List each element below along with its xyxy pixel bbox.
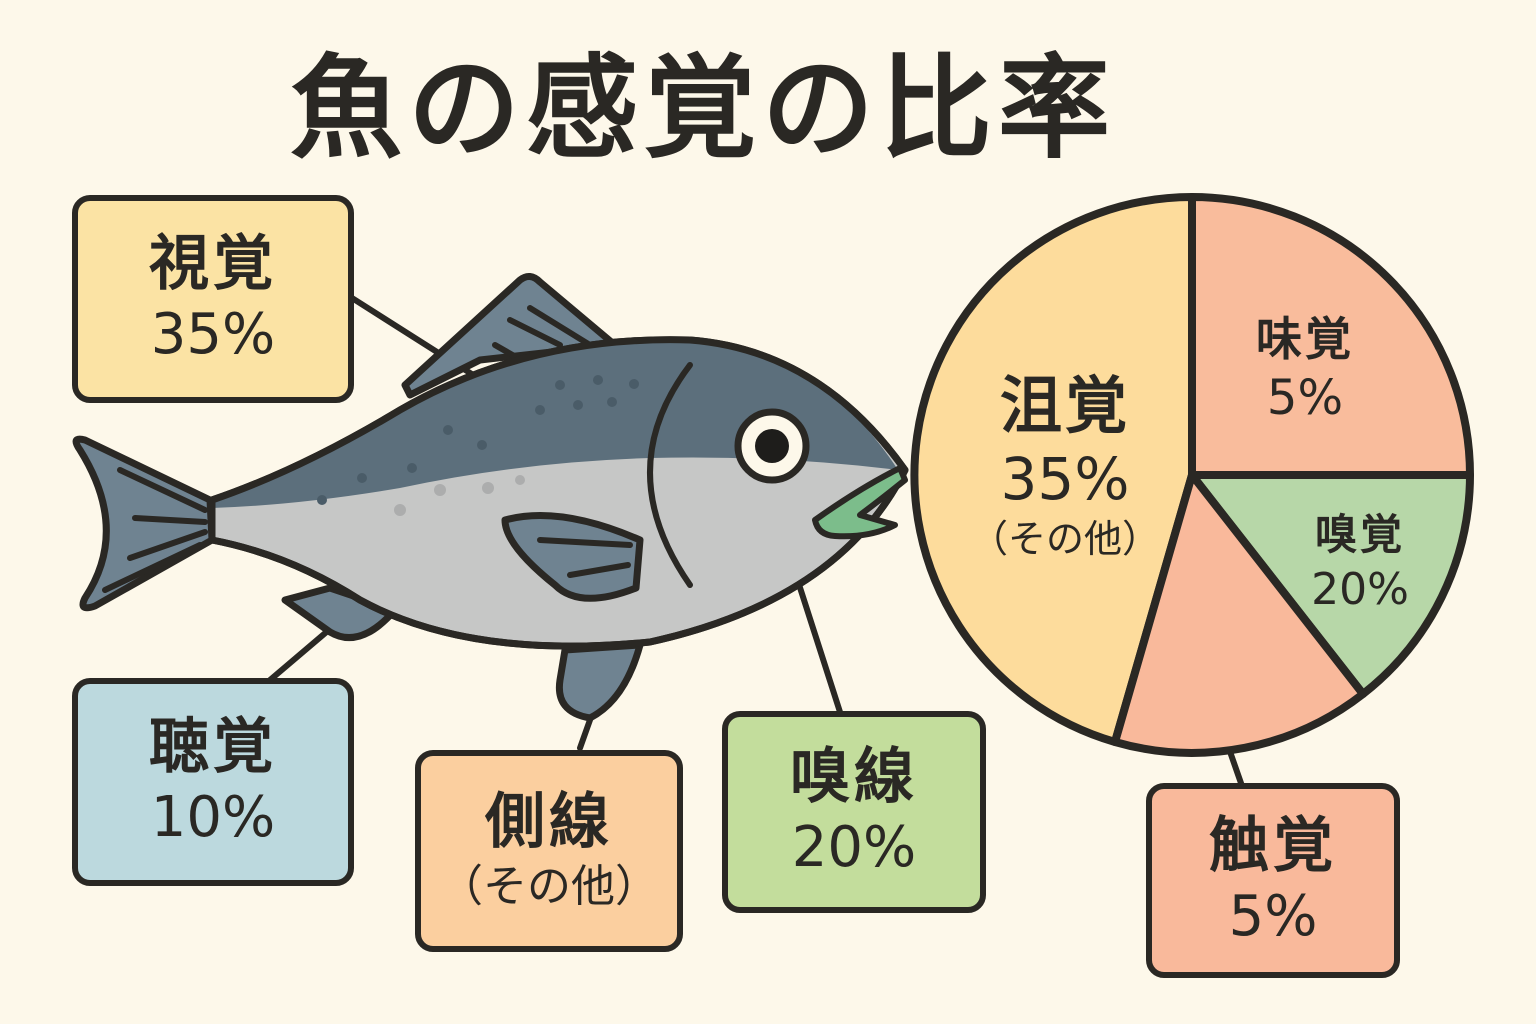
- pie-chart: [910, 193, 1474, 757]
- callout-vision-name: 視覚: [149, 229, 277, 299]
- callout-touch: 触覚 5%: [1146, 783, 1400, 978]
- fish-illustration: [72, 273, 909, 722]
- pie-slice-taste: [1188, 193, 1474, 479]
- pie-label-taste: 味覚 5%: [1220, 310, 1390, 428]
- callout-touch-value: 5%: [1228, 883, 1318, 949]
- pie-label-other-name: 沮覚: [999, 369, 1130, 442]
- pie-label-smell: 嗅覚 20%: [1290, 508, 1430, 618]
- callout-vision: 視覚 35%: [72, 195, 354, 403]
- callout-olfactory-line-name: 嗅線: [790, 742, 918, 812]
- pie-label-other-value: 35%: [1000, 445, 1130, 513]
- pie-label-smell-value: 20%: [1311, 564, 1409, 615]
- pie-label-other: 沮覚 35% （その他）: [960, 368, 1170, 564]
- page-title: 魚の感覚の比率: [290, 44, 1116, 174]
- callout-lateral-line: 側線 （その他）: [415, 750, 683, 952]
- callout-hearing: 聴覚 10%: [72, 678, 354, 886]
- callout-olfactory-line-value: 20%: [791, 815, 917, 880]
- pie-label-taste-value: 5%: [1266, 370, 1344, 426]
- callout-hearing-name: 聴覚: [149, 712, 277, 782]
- callout-hearing-value: 10%: [150, 785, 276, 850]
- pie-label-smell-name: 嗅覚: [1314, 510, 1405, 559]
- callout-vision-value: 35%: [150, 302, 276, 367]
- pie-slice-touch: [1111, 471, 1367, 757]
- pie-label-other-note: （その他）: [969, 517, 1160, 561]
- callout-lateral-line-note: （その他）: [439, 861, 659, 912]
- pie-slice-other: [910, 193, 1196, 746]
- callout-lateral-line-name: 側線: [485, 787, 613, 857]
- callout-touch-name: 触覚: [1209, 810, 1337, 881]
- pie-label-taste-name: 味覚: [1256, 312, 1354, 366]
- pie-slice-smell: [1188, 471, 1474, 698]
- callout-olfactory-line: 嗅線 20%: [722, 711, 986, 913]
